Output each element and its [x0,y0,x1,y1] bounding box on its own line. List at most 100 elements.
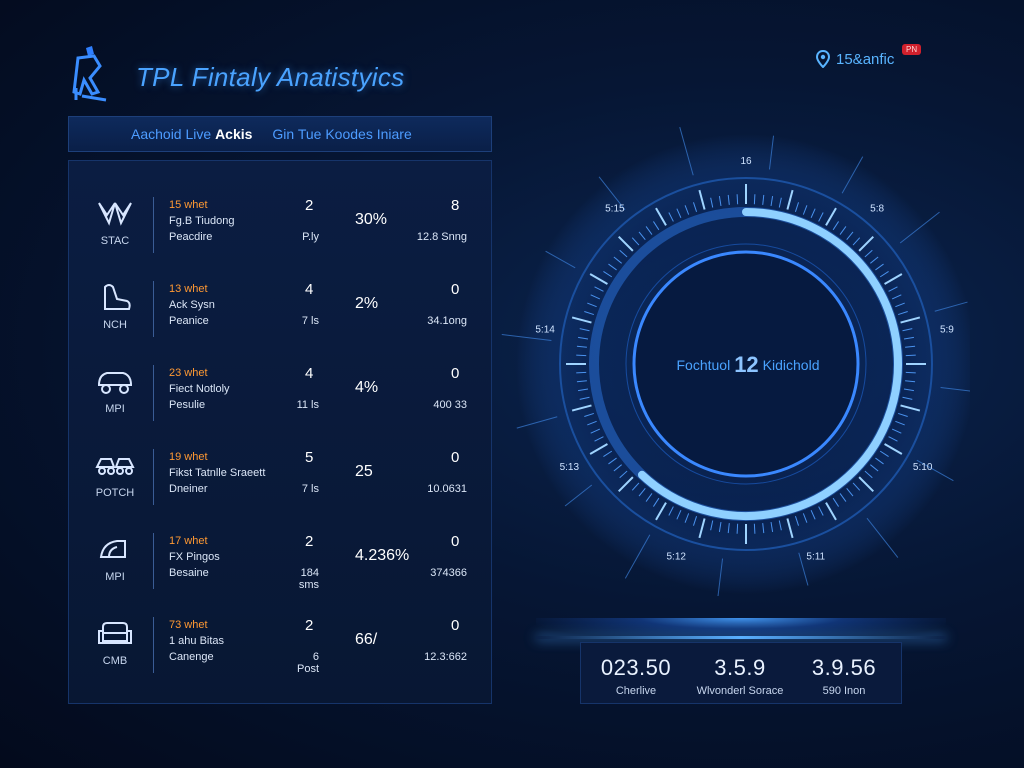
row-subdesc: Besaine [169,567,209,579]
gauge-ray [717,558,724,596]
row-count-sub: P.ly [302,231,319,243]
cricket-logo-icon [72,46,107,102]
row-name: 17 whet [169,535,208,547]
gauge-tick [875,263,884,271]
row-percent: 66/ [355,631,378,648]
gauge-tick [618,236,634,252]
row-desc: Fg.B Tiudong [169,215,235,227]
row-divider [153,617,154,673]
player-table: STAC 15 whet Fg.B Tiudong Peacdire 2 P.l… [68,160,492,704]
gauge-tick [652,497,660,507]
gauge-tick [618,476,634,492]
row-score-sub: 12.3:662 [424,651,467,663]
gauge-ray [899,211,940,244]
gauge-ray [598,176,626,211]
row-count-sub: 7 ls [301,483,319,495]
gauge-tick [594,286,604,292]
gauge-tick [818,212,824,222]
gauge-ray [798,552,809,586]
gauge-tick [898,412,908,418]
stats-panel: 023.50 Cherlive 3.5.9 Wlvonderl Sorace 3… [580,642,902,704]
row-count: 4 [305,365,314,382]
table-row[interactable]: POTCH 19 whet Fikst Tatnlle Sraeett Dnei… [69,449,493,533]
gauge-tick [884,273,903,285]
table-row[interactable]: NCH 13 whet Ack Sysn Peanice 4 7 ls 2% 0… [69,281,493,365]
stat-item: 3.5.9 Wlvonderl Sorace [685,655,795,697]
table-row[interactable]: CMB 73 whet 1 ahu Bitas Canenge 2 6 Post… [69,617,493,701]
gauge-tick [698,518,706,539]
row-subdesc: Canenge [169,651,214,663]
stat-label: Wlvonderl Sorace [696,685,784,697]
row-count: 2 [305,617,314,634]
gauge-tick [736,523,739,534]
row-count: 4 [305,281,314,298]
table-row[interactable]: MPI 17 whet FX Pingos Besaine 2 184 sms … [69,533,493,617]
gauge-tick [905,371,916,374]
table-row[interactable]: STAC 15 whet Fg.B Tiudong Peacdire 2 P.l… [69,197,493,281]
gauge-tick [668,212,674,222]
tab-live-prefix: Aachoid Live [131,126,216,142]
gauge-tick [753,194,756,205]
gauge-tick [590,294,601,300]
tab-live-ackis[interactable]: Aachoid Live Ackis [131,126,252,142]
gauge-tick [864,249,873,258]
gauge-tick [613,256,622,264]
gauge-tick [571,316,592,324]
row-score: 8 [451,197,460,214]
gauge-tick [810,208,816,219]
gauge-ray [866,517,899,558]
gauge-tick [576,380,587,383]
gauge-tick [839,493,847,502]
circular-gauge: 16 5:8 5:9 5:10 5:11 5:12 5:13 5:14 5:15 [501,126,970,596]
table-row[interactable]: MPI 23 whet Fiect Notloly Pesulie 4 11 l… [69,365,493,449]
row-score-sub: 374366 [430,567,467,579]
gauge-tick [589,443,608,455]
gauge-ray [624,534,651,579]
gauge-tick [852,237,861,246]
gauge-tick-label: 5:11 [806,552,825,563]
row-count-sub: 6 Post [296,651,319,675]
gauge-tick [846,488,854,497]
gauge-tick [770,196,774,207]
gauge-tick [825,207,837,226]
gauge-tick-labels: 16 5:8 5:9 5:10 5:11 5:12 5:13 5:14 5:15 [535,156,954,563]
tab-koodes[interactable]: Gin Tue Koodes Iniare [272,126,411,142]
gauge-tick [638,488,646,497]
gauge-tick [645,493,653,502]
gauge-tick [858,236,874,252]
gauge-tick [619,470,628,479]
stat-item: 023.50 Cherlive [581,655,691,697]
gauge-tick [839,226,847,235]
gauge-tick [900,404,921,412]
gauge-tick [778,197,782,208]
gauge-tick [898,310,908,316]
top-status[interactable]: 15&anfic PN [816,44,922,68]
row-percent: 4.236% [355,547,410,564]
row-percent: 4% [355,379,379,396]
gauge-tick [762,523,765,534]
gauge-tick [879,270,889,278]
row-divider [153,281,154,337]
gauge-tick [710,197,714,208]
row-count-sub: 184 sms [298,567,319,591]
row-name: 23 whet [169,367,208,379]
row-count: 2 [305,197,314,214]
row-count-sub: 11 ls [296,399,319,411]
gauge-tick-label: 5:9 [940,325,954,336]
row-code: MPI [105,571,125,583]
gauge-ray [916,459,954,482]
gauge-tick [875,457,884,465]
row-score-sub: 400 33 [433,399,467,411]
gauge-tick [770,521,774,532]
gauge-tick [832,221,840,231]
gauge-tick-label: 5:15 [605,204,625,215]
row-score-sub: 12.8 Snng [416,231,467,243]
row-score: 0 [451,617,460,634]
gauge-tick [584,412,594,418]
gauge-fill-arc [637,208,902,520]
row-desc: Fiect Notloly [169,383,230,395]
row-subdesc: Peacdire [169,231,213,243]
gauge-tick [825,502,837,521]
gauge-tick [578,388,589,392]
iron-icon [99,540,126,558]
